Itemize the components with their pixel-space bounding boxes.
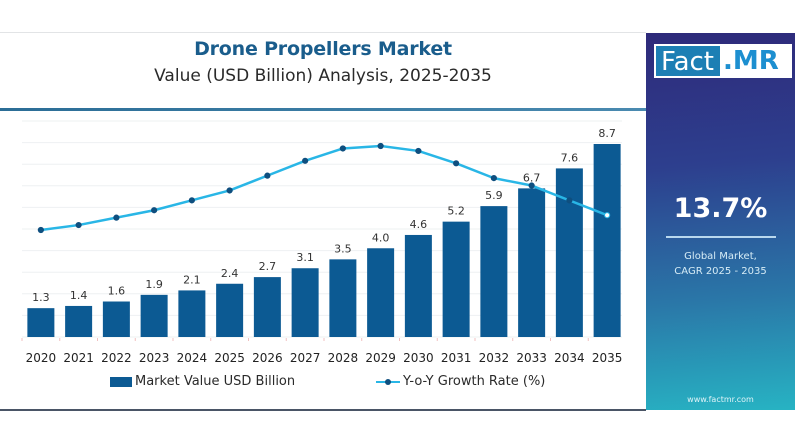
data-label-2030: 4.6 — [410, 218, 428, 231]
legend-item-market-value: Market Value USD Billion — [110, 374, 295, 389]
x-tick-2029: 2029 — [365, 351, 396, 362]
x-tick-2027: 2027 — [290, 351, 321, 362]
growth-point-2034 — [566, 197, 573, 204]
data-label-2025: 2.4 — [221, 267, 239, 280]
data-label-2028: 3.5 — [334, 242, 352, 255]
bar-2029 — [367, 248, 395, 337]
bar-2027 — [291, 268, 319, 337]
data-label-2034: 7.6 — [561, 151, 579, 164]
legend-bar-swatch — [110, 376, 132, 387]
bar-2022 — [102, 301, 130, 337]
growth-point-2020 — [37, 226, 44, 234]
bar-2024 — [178, 290, 206, 337]
data-label-2027: 3.1 — [296, 251, 314, 264]
growth-point-2025 — [226, 187, 233, 194]
data-label-2033: 6.7 — [523, 171, 541, 184]
growth-line — [37, 142, 611, 234]
growth-point-2023 — [151, 207, 158, 214]
growth-point-2032 — [490, 175, 497, 182]
bar-2032 — [480, 206, 508, 337]
x-tick-2021: 2021 — [63, 351, 94, 362]
x-tick-2023: 2023 — [139, 351, 170, 362]
legend-line-swatch — [376, 377, 400, 387]
growth-point-2024 — [188, 197, 195, 204]
growth-point-2027 — [302, 157, 309, 164]
bar-2031 — [442, 221, 470, 337]
legend-item-growth-rate: Y-o-Y Growth Rate (%) — [376, 374, 545, 389]
bar-labels: 1.3 1.4 1.6 1.9 2.1 2.4 2.7 3.1 3.5 4.0 4.6 5.2 5.9 6… — [32, 127, 616, 304]
bar-2023 — [140, 294, 168, 337]
growth-point-2035 — [604, 212, 611, 219]
data-label-2032: 5.9 — [485, 189, 503, 202]
x-tick-2030: 2030 — [403, 351, 434, 362]
data-label-2023: 1.9 — [145, 278, 163, 291]
data-label-2031: 5.2 — [447, 205, 465, 218]
data-label-2020: 1.3 — [32, 291, 50, 304]
logo-fact-text: Fact — [656, 46, 720, 77]
bar-2021 — [65, 305, 93, 337]
x-tick-2022: 2022 — [101, 351, 132, 362]
legend-label-growth-rate: Y-o-Y Growth Rate (%) — [403, 374, 546, 389]
data-label-2026: 2.7 — [259, 260, 277, 273]
x-tick-2034: 2034 — [554, 351, 585, 362]
chart-subtitle: Value (USD Billion) Analysis, 2025-2035 — [154, 66, 492, 86]
growth-point-2021 — [75, 221, 82, 229]
cagr-value: 13.7% — [673, 193, 768, 224]
data-label-2035: 8.7 — [598, 127, 616, 140]
data-label-2024: 2.1 — [183, 273, 201, 286]
cagr-label-line1: Global Market, — [684, 251, 757, 262]
x-tick-2033: 2033 — [516, 351, 547, 362]
x-tick-2028: 2028 — [328, 351, 359, 362]
chart-title: Drone Propellers Market — [194, 38, 452, 60]
growth-point-2026 — [264, 172, 271, 179]
x-tick-2026: 2026 — [252, 351, 283, 362]
bars — [27, 144, 621, 337]
bar-2026 — [253, 277, 281, 337]
cagr-label-line2: CAGR 2025 - 2035 — [674, 266, 767, 277]
top-border — [0, 32, 646, 33]
bar-2028 — [329, 259, 357, 337]
x-tick-2020: 2020 — [26, 351, 57, 362]
x-tick-2031: 2031 — [441, 351, 472, 362]
legend: Market Value USD Billion Y-o-Y Growth Ra… — [0, 374, 646, 394]
x-tick-2025: 2025 — [214, 351, 245, 362]
growth-point-2033 — [528, 182, 535, 189]
bar-2033 — [518, 188, 546, 337]
x-axis-ticks: 2020 2021 2022 2023 2024 2025 2026 2027 2028 2029… — [21, 338, 623, 362]
x-tick-2032: 2032 — [479, 351, 510, 362]
panel-divider — [666, 236, 776, 238]
bar-2034 — [555, 168, 583, 337]
data-label-2022: 1.6 — [108, 285, 126, 298]
title-divider — [0, 108, 646, 111]
cagr-label: Global Market, CAGR 2025 - 2035 — [646, 249, 795, 279]
bar-2020 — [27, 308, 55, 337]
bottom-border — [0, 409, 646, 411]
bar-2030 — [404, 234, 432, 337]
x-tick-2024: 2024 — [177, 351, 208, 362]
chart-svg: 1.3 1.4 1.6 1.9 2.1 2.4 2.7 3.1 3.5 4.0 4.6 5.2 5.9 6… — [21, 120, 623, 362]
logo-mr-text: .MR — [723, 46, 779, 76]
growth-line-path — [40, 144, 608, 232]
side-panel: Fact .MR 13.7% Global Market, CAGR 2025 … — [646, 33, 795, 410]
bar-2035 — [593, 144, 621, 337]
bar-2025 — [216, 283, 244, 337]
growth-point-2030 — [415, 147, 422, 155]
growth-point-2031 — [453, 160, 460, 167]
factmr-logo: Fact .MR — [654, 44, 792, 78]
website-link[interactable]: www.factmr.com — [687, 395, 754, 404]
growth-point-2028 — [339, 145, 346, 152]
data-label-2021: 1.4 — [70, 289, 88, 302]
legend-label-market-value: Market Value USD Billion — [135, 374, 296, 389]
growth-point-2022 — [113, 214, 120, 221]
data-label-2029: 4.0 — [372, 231, 390, 244]
growth-point-2029 — [377, 142, 384, 150]
x-tick-2035: 2035 — [592, 351, 623, 362]
